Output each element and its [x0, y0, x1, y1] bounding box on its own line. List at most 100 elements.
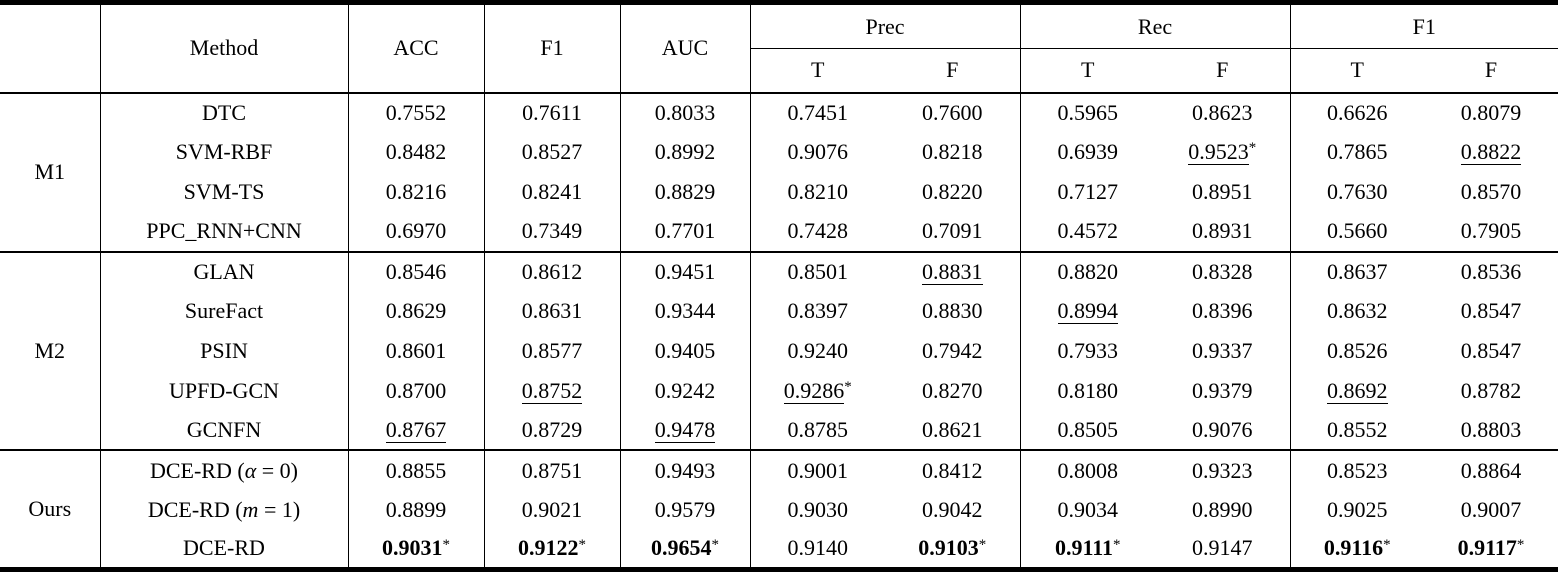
metric-value: 0.8785 [787, 416, 849, 442]
significance-star: * [578, 536, 586, 553]
best-value: 0.9122 [518, 535, 579, 561]
value-cell: 0.7611 [484, 92, 621, 133]
value-cell: 0.9122* [484, 529, 621, 570]
metric-value: 0.7611 [522, 99, 582, 125]
f1-t-header: T [1350, 57, 1364, 83]
value-cell: 0.9405 [620, 331, 751, 371]
metric-value: 0.9007 [1460, 496, 1522, 522]
table-row: DCE-RD 0.9031* 0.9122* 0.9654* 0.9140 0.9103*… [0, 529, 1558, 570]
value-cell: 0.8220 [885, 172, 1021, 212]
metric-value: 0.8803 [1460, 416, 1522, 442]
value-cell: 0.8577 [484, 331, 621, 371]
metric-value: 0.9140 [787, 535, 849, 561]
metric-value: 0.9579 [654, 496, 716, 522]
second-best-value: 0.8692 [1327, 377, 1388, 404]
value-cell: 0.8601 [348, 331, 485, 371]
significance-star: * [844, 378, 852, 395]
value-cell: 0.9021 [484, 490, 621, 530]
prec-group-header: Prec [750, 2, 1021, 49]
auc-column-header: AUC [620, 2, 751, 93]
value-cell: 0.8079 [1424, 93, 1558, 133]
value-cell: 0.5660 [1290, 212, 1424, 252]
metric-value: 0.7552 [385, 99, 447, 125]
metric-value: 0.8547 [1460, 298, 1522, 324]
value-cell: 0.9579 [620, 490, 751, 530]
metric-value: 0.8328 [1192, 258, 1253, 284]
value-cell: 0.8270 [885, 370, 1021, 411]
metric-value: 0.7933 [1057, 337, 1119, 363]
value-cell: 0.6626 [1290, 93, 1424, 133]
value-cell: 0.8547 [1424, 331, 1558, 371]
metric-value: 0.8216 [385, 178, 447, 204]
method-cell: SureFact [100, 291, 349, 331]
value-cell: 0.8951 [1155, 172, 1291, 212]
value-cell: 0.8621 [885, 410, 1021, 451]
value-cell: 0.7701 [620, 211, 751, 252]
value-cell: 0.8612 [484, 251, 621, 292]
metric-value: 0.6939 [1057, 139, 1119, 165]
value-cell: 0.8631 [484, 291, 621, 331]
value-cell: 0.7451 [750, 93, 885, 133]
metric-value: 0.8729 [521, 416, 583, 442]
value-cell: 0.9337 [1155, 331, 1291, 371]
value-cell: 0.9076 [750, 132, 885, 172]
rec-group-header: Rec [1020, 2, 1291, 49]
metric-value: 0.9344 [654, 298, 716, 324]
table-row: PSIN 0.8601 0.8577 0.9405 0.9240 0.7942 0.7933… [0, 331, 1558, 371]
metric-value: 0.8552 [1327, 416, 1388, 442]
metric-value: 0.8992 [654, 139, 716, 165]
prec-t-header: T [811, 57, 825, 83]
metric-value: 0.7905 [1460, 218, 1522, 244]
metric-value: 0.8270 [922, 377, 983, 403]
metric-value: 0.8700 [385, 377, 447, 403]
method-cell: UPFD-GCN [100, 370, 349, 411]
value-cell: 0.9240 [750, 331, 885, 371]
table-row: Ours DCE-RD (α = 0) 0.8855 0.8751 0.9493 0.90… [0, 450, 1558, 570]
metric-value: 0.7630 [1327, 178, 1388, 204]
value-cell: 0.8218 [885, 132, 1021, 172]
best-value: 0.9111 [1054, 535, 1114, 561]
metric-value: 0.9030 [787, 496, 849, 522]
value-cell: 0.9116* [1290, 530, 1424, 570]
table-header: Method ACC F1 AUC Prec Rec F1 T F T F T … [0, 2, 1558, 93]
value-cell: 0.8785 [750, 411, 885, 451]
metric-value: 0.4572 [1057, 218, 1119, 244]
metric-value: 0.8397 [787, 298, 849, 324]
value-cell: 0.8990 [1155, 490, 1291, 530]
value-cell: 0.8397 [750, 291, 885, 331]
metric-value: 0.8820 [1057, 258, 1119, 284]
table-row: SVM-TS 0.8216 0.8241 0.8829 0.8210 0.8220 0.71… [0, 172, 1558, 212]
metric-value: 0.8782 [1460, 377, 1522, 403]
method-group-m2: M2 GLAN 0.8546 0.8612 0.9451 0.8501 0.8831 0.88… [0, 251, 1558, 451]
value-cell: 0.8536 [1424, 252, 1558, 292]
value-cell: 0.9031* [348, 529, 485, 570]
metric-value: 0.8241 [521, 178, 583, 204]
metric-value: 0.8855 [385, 457, 447, 483]
metric-value: 0.9379 [1192, 377, 1253, 403]
metric-value: 0.9001 [787, 457, 849, 483]
metric-value: 0.8033 [654, 99, 716, 125]
value-cell: 0.8831 [885, 251, 1021, 292]
value-cell: 0.9286* [750, 371, 885, 411]
value-cell: 0.7091 [885, 211, 1021, 252]
metric-value: 0.8637 [1327, 258, 1388, 284]
value-cell: 0.8803 [1424, 411, 1558, 451]
value-cell: 0.8767 [348, 410, 485, 451]
header-row-top: Method ACC F1 AUC Prec Rec F1 [0, 2, 1558, 93]
second-best-value: 0.9286 [783, 377, 845, 404]
value-cell: 0.8752 [484, 370, 621, 411]
metric-value: 0.8990 [1192, 496, 1253, 522]
significance-star: * [1113, 536, 1121, 553]
value-cell: 0.9323 [1155, 450, 1291, 490]
metric-value: 0.8180 [1057, 377, 1119, 403]
value-cell: 0.8994 [1020, 291, 1155, 331]
metric-value: 0.8218 [922, 139, 983, 165]
value-cell: 0.8637 [1290, 252, 1424, 292]
value-cell: 0.8855 [348, 450, 485, 490]
metric-value: 0.8482 [385, 139, 447, 165]
value-cell: 0.9111* [1020, 530, 1155, 570]
second-best-value: 0.8831 [922, 258, 983, 285]
metric-value: 0.8632 [1327, 298, 1388, 324]
metric-value: 0.8008 [1057, 457, 1119, 483]
